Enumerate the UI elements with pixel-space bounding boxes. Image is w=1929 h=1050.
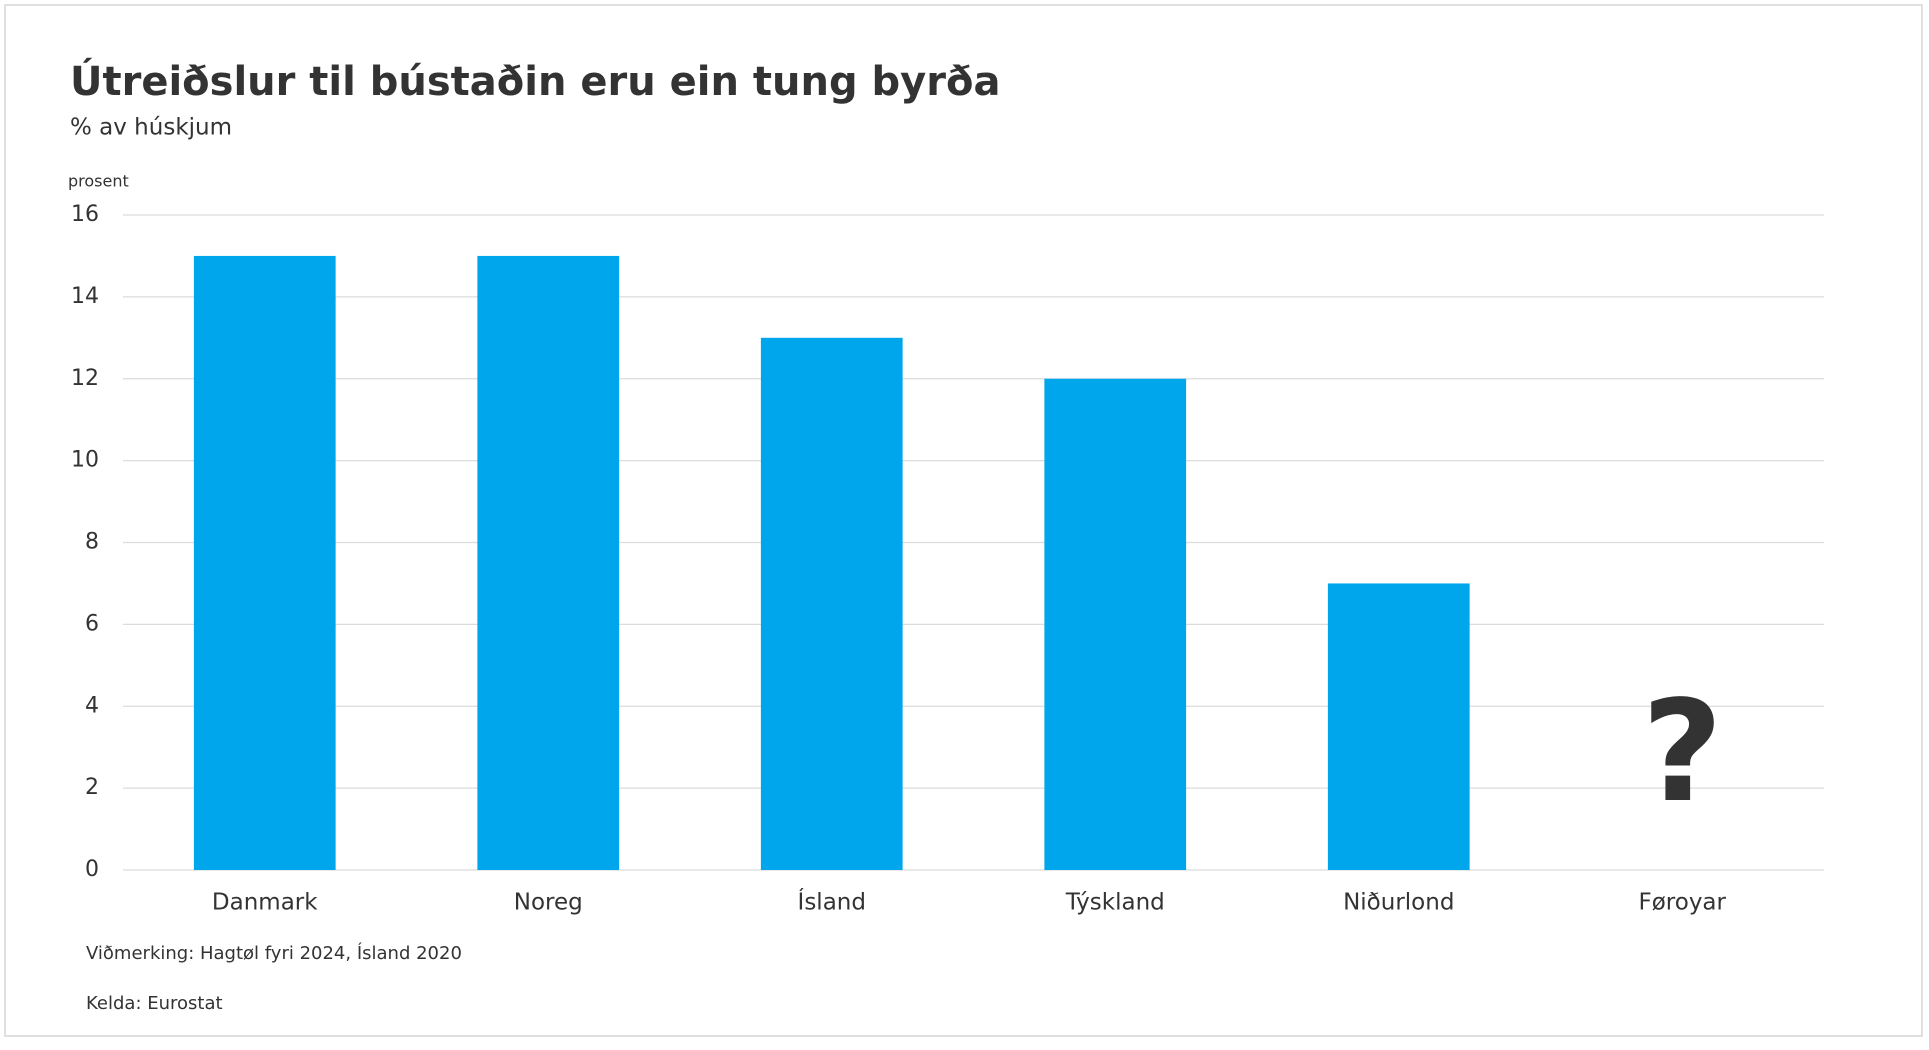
bar xyxy=(477,255,620,870)
y-tick-label: 14 xyxy=(71,284,99,309)
y-tick-label: 4 xyxy=(85,693,99,718)
bar xyxy=(1044,378,1187,870)
x-tick-label: Týskland xyxy=(1065,890,1165,916)
y-tick-label: 6 xyxy=(85,611,99,636)
note: Viðmerking: Hagtøl fyri 2024, Ísland 202… xyxy=(86,942,462,964)
bar xyxy=(193,255,336,870)
chart-title: Útreiðslur til bústaðin eru ein tung byr… xyxy=(70,57,1000,105)
x-tick-label: Niðurlond xyxy=(1343,890,1454,916)
y-tick-label: 12 xyxy=(71,366,99,391)
x-tick-label: Noreg xyxy=(514,890,583,916)
y-tick-label: 2 xyxy=(85,775,99,800)
bar xyxy=(1327,583,1470,870)
x-tick-label: Ísland xyxy=(798,888,866,916)
y-tick-label: 8 xyxy=(85,530,99,555)
y-tick-label: 10 xyxy=(71,448,99,473)
y-axis-label: prosent xyxy=(68,172,129,191)
annotation: ? xyxy=(1642,671,1723,834)
y-tick-label: 0 xyxy=(85,857,99,882)
x-tick-label: Danmark xyxy=(212,890,318,916)
y-tick-label: 16 xyxy=(71,202,99,227)
x-tick-label: Føroyar xyxy=(1639,890,1727,916)
chart-subtitle: % av húskjum xyxy=(70,115,232,141)
source: Kelda: Eurostat xyxy=(86,993,223,1014)
bar xyxy=(760,337,903,870)
